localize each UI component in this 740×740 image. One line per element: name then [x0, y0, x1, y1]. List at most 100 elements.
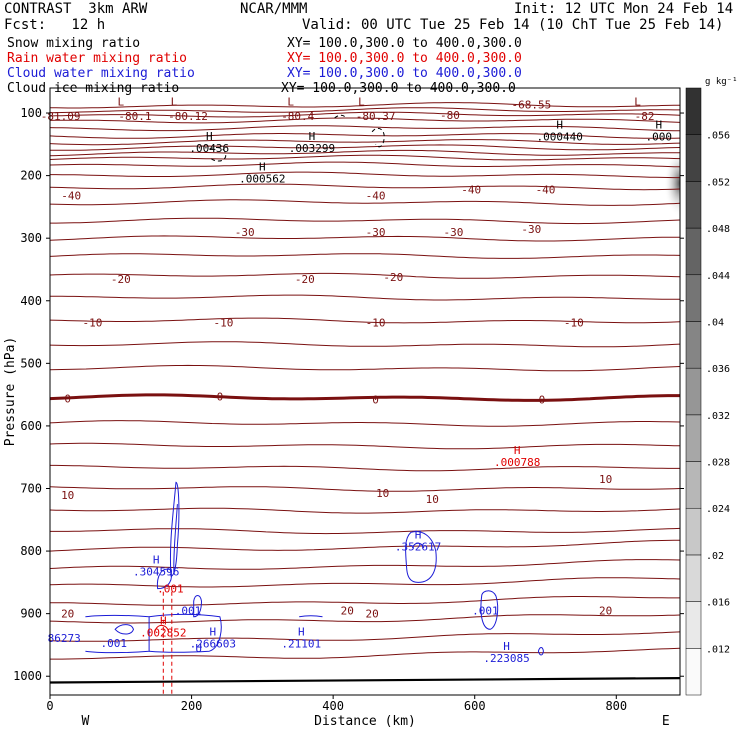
temperature-contour-label: -30	[444, 226, 464, 239]
extremum-value-label: .000440	[536, 131, 582, 144]
temperature-contour-label: -80.1	[118, 110, 151, 123]
y-tick-label: 1000	[13, 669, 42, 683]
init-time: Init: 12 UTC Mon 24 Feb 14	[514, 1, 734, 17]
temperature-contour	[50, 317, 680, 324]
colorbar-tick-label: .024	[706, 504, 730, 515]
temperature-contour	[50, 217, 680, 225]
temperature-contour-label: -40	[536, 183, 556, 196]
colorbar-swatch	[685, 648, 702, 696]
high-marker: H	[415, 529, 422, 542]
colorbar-tick-label: .044	[706, 271, 730, 282]
colorbar-swatch	[685, 601, 702, 649]
colorbar-swatch	[685, 554, 702, 602]
low-marker: L	[287, 96, 294, 109]
temperature-contour-label: -80	[440, 109, 460, 122]
temperature-contour-label: 10	[376, 487, 389, 500]
temperature-contour-label: -10	[83, 317, 103, 330]
extremum-value-label: .21101	[281, 638, 321, 651]
extremum-value-label: .266603	[190, 638, 236, 651]
temperature-contour	[50, 154, 680, 161]
temperature-contour-label: -80.12	[168, 110, 208, 123]
temperature-contour-label: -40	[461, 183, 481, 196]
temperature-contour	[50, 139, 680, 146]
field-xy-snow: XY= 100.0,300.0 to 400.0,300.0	[287, 36, 522, 51]
colorbar-swatch	[685, 134, 702, 182]
temperature-contour-label: -80.4	[281, 110, 314, 123]
temperature-contour	[50, 125, 680, 132]
y-tick-label: 800	[20, 544, 42, 558]
west-label: W	[81, 714, 89, 729]
temperature-contour	[50, 107, 680, 114]
temperature-contour	[50, 442, 680, 450]
valid-time: Valid: 00 UTC Tue 25 Feb 14 (10 ChT Tue …	[302, 17, 724, 33]
temperature-contour-label: 20	[341, 605, 354, 618]
colorbar-swatch	[685, 461, 702, 509]
temperature-contour	[50, 614, 680, 624]
mixing-ratio-label: .001	[157, 583, 184, 596]
high-marker: H	[209, 626, 216, 639]
temperature-contour	[50, 647, 680, 660]
temperature-contour	[50, 149, 680, 157]
field-name-rain: Rain water mixing ratio	[7, 51, 188, 66]
temperature-contour-label: -10	[564, 317, 584, 330]
moisture-contour	[193, 594, 203, 618]
extremum-value-label: .00436	[189, 142, 229, 155]
moisture-contour	[173, 504, 178, 574]
colorbar-swatch	[685, 367, 702, 416]
high-marker: H	[556, 119, 563, 132]
temperature-contour	[50, 253, 680, 259]
colorbar-tick-label: .028	[706, 458, 730, 469]
x-axis-label: Distance (km)	[314, 714, 416, 729]
temperature-contour	[50, 420, 680, 427]
temperature-contour-label: -20	[383, 271, 403, 284]
temperature-contour	[50, 102, 680, 109]
plot-frame	[49, 87, 681, 696]
field-xy-rain: XY= 100.0,300.0 to 400.0,300.0	[287, 51, 522, 66]
x-tick-label: 0	[46, 699, 53, 713]
temperature-contour	[50, 341, 680, 348]
y-tick-label: 900	[20, 607, 42, 621]
moisture-contour	[411, 542, 425, 549]
temperature-contour	[50, 133, 680, 139]
colorbar-swatch	[685, 414, 702, 462]
mixing-ratio-label: .001	[100, 637, 127, 650]
temperature-contour-label: -10	[366, 317, 386, 330]
forecast-hour: Fcst: 12 h	[4, 17, 106, 33]
mixing-ratio-label: .001	[175, 605, 202, 618]
temperature-contour-label: 0	[372, 394, 379, 407]
moisture-contour	[156, 568, 172, 590]
colorbar-tick-label: .052	[706, 177, 730, 188]
temperature-contour-label: -82	[635, 110, 655, 123]
high-marker: H	[259, 161, 266, 174]
colorbar-tick-label: .056	[706, 131, 730, 142]
temperature-contour-label: -10	[213, 317, 233, 330]
colorbar-swatch	[685, 87, 702, 135]
mixing-ratio-label: 86273	[48, 632, 81, 645]
moisture-contour	[537, 646, 544, 656]
temperature-contour-label: 0	[539, 394, 546, 407]
extremum-value-label: .000562	[239, 173, 285, 186]
field-name-cloud-water: Cloud water mixing ratio	[7, 66, 195, 81]
y-tick-label: 200	[20, 169, 42, 183]
colorbar-swatch	[685, 181, 702, 229]
temperature-contour	[50, 631, 680, 642]
colorbar-unit: g kg⁻¹	[705, 77, 738, 87]
high-marker: H	[298, 626, 305, 639]
y-tick-label: 500	[20, 356, 42, 370]
colorbar-tick-label: .036	[706, 364, 730, 375]
temperature-contour-label: 0	[217, 391, 224, 404]
colorbar-tick-label: .04	[706, 317, 724, 328]
y-tick-label: 400	[20, 294, 42, 308]
temperature-contour	[50, 364, 680, 372]
moisture-contour	[480, 590, 499, 630]
moisture-contour	[299, 615, 323, 618]
colorbar-tick-label: .048	[706, 224, 730, 235]
temperature-contour	[50, 486, 680, 492]
org-label: NCAR/MMM	[240, 1, 308, 17]
temperature-contour-label: -30	[235, 226, 255, 239]
high-marker: H	[206, 130, 213, 143]
x-tick-label: 400	[322, 699, 344, 713]
low-marker: L	[358, 96, 365, 109]
temperature-contour-label: 10	[61, 489, 74, 502]
temperature-contour-label: -30	[521, 223, 541, 236]
